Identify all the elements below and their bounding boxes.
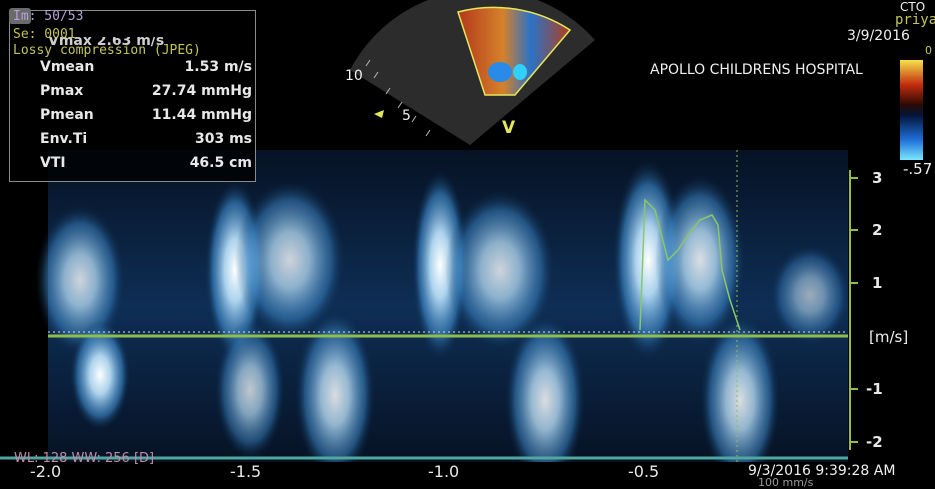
series-number: Se: 0001 <box>13 27 76 42</box>
window-level: WL: 128 WW: 256 [D] <box>14 451 155 466</box>
doppler-spectrum <box>0 150 935 462</box>
partial-label-cto: CTO <box>900 0 926 14</box>
velocity-envelope-trace <box>639 198 741 331</box>
y-tick-1: 1 <box>872 274 883 292</box>
x-tick-neg1-0: -1.0 <box>428 462 460 481</box>
measurement-panel: Vmax 2.63 m/s Vmean 1.53 m/s Pmax 27.74 … <box>9 10 256 182</box>
color-doppler-sector <box>350 0 595 145</box>
sweep-speed: 100 mm/s <box>758 476 814 489</box>
measurement-row-vti: VTI 46.5 cm <box>40 155 252 171</box>
measurement-partial-row: Vmax 2.63 m/s <box>48 37 165 47</box>
compression-label: Lossy compression (JPEG) <box>13 43 201 58</box>
y-tick-2: 2 <box>872 221 883 239</box>
y-tick-3: 3 <box>872 169 883 187</box>
y-axis-unit: [m/s] <box>869 328 909 346</box>
depth-label-10: 10 <box>345 68 363 84</box>
partial-label-name: priya <box>895 12 935 28</box>
hospital-name: APOLLO CHILDRENS HOSPITAL <box>650 62 863 78</box>
velocity-color-bar <box>900 60 923 160</box>
footer-timestamp: 9/3/2016 9:39:28 AM <box>748 463 896 479</box>
measurement-row-pmax: Pmax 27.74 mmHg <box>40 83 252 99</box>
depth-label-5: 5 <box>402 108 411 124</box>
doppler-forward-flow <box>35 160 850 360</box>
measurement-row-vmean: Vmean 1.53 m/s <box>40 59 252 75</box>
image-number: Im: 50/53 <box>13 9 84 24</box>
x-tick-neg0-5: -0.5 <box>628 462 660 481</box>
measurement-row-envti: Env.Ti 303 ms <box>40 131 252 147</box>
colorbar-bottom-value: -.57 <box>903 160 933 178</box>
x-tick-neg2-0: -2.0 <box>30 462 62 481</box>
y-tick-neg1: -1 <box>866 380 883 398</box>
x-tick-neg1-5: -1.5 <box>230 462 262 481</box>
y-axis-panel <box>848 150 935 462</box>
v-marker: V <box>502 118 516 138</box>
colorbar-top-label: 0 <box>925 44 932 57</box>
measurement-row-pmean: Pmean 11.44 mmHg <box>40 107 252 123</box>
study-date: 3/9/2016 <box>847 28 910 44</box>
y-tick-neg2: -2 <box>866 433 883 451</box>
viewer-icon[interactable] <box>9 8 31 24</box>
doppler-reverse-flow <box>70 310 780 462</box>
